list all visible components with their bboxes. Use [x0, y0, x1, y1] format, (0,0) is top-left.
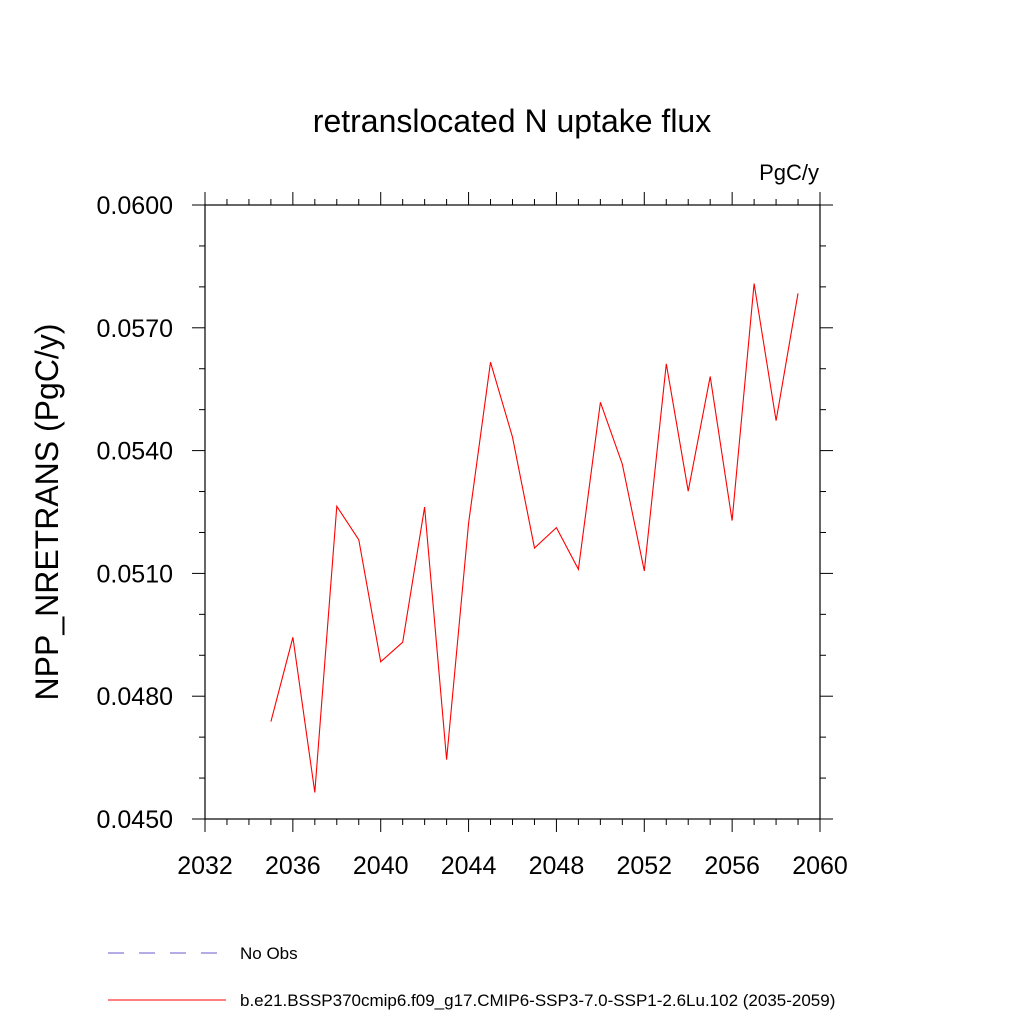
y-tick-label: 0.0450	[97, 806, 173, 834]
chart-title: retranslocated N uptake flux	[313, 103, 711, 139]
x-tick-label: 2060	[792, 852, 848, 880]
y-tick-label: 0.0600	[97, 192, 173, 220]
units-label: PgC/y	[759, 160, 819, 185]
series-line	[270, 283, 799, 793]
x-tick-label: 2032	[177, 852, 233, 880]
y-axis-label: NPP_NRETRANS (PgC/y)	[29, 324, 65, 701]
x-tick-label: 2056	[704, 852, 760, 880]
y-tick-label: 0.0510	[97, 560, 173, 588]
axis-ticks: 2032 2036 2040 2044 2048 2052 2056 2060 0.0450 0.…	[97, 192, 848, 880]
y-tick-label: 0.0570	[97, 315, 173, 343]
y-tick-label: 0.0480	[97, 683, 173, 711]
x-tick-label: 2036	[265, 852, 321, 880]
x-tick-label: 2040	[353, 852, 409, 880]
legend: No Obs b.e21.BSSP370cmip6.f09_g17.CMIP6-S…	[108, 944, 835, 1010]
plot-frame	[204, 204, 821, 820]
x-tick-label: 2052	[616, 852, 672, 880]
y-tick-label: 0.0540	[97, 438, 173, 466]
series-layer	[270, 283, 799, 793]
legend-label: No Obs	[240, 944, 298, 963]
x-tick-label: 2048	[529, 852, 585, 880]
x-tick-label: 2044	[441, 852, 497, 880]
legend-label: b.e21.BSSP370cmip6.f09_g17.CMIP6-SSP3-7.…	[240, 991, 835, 1010]
